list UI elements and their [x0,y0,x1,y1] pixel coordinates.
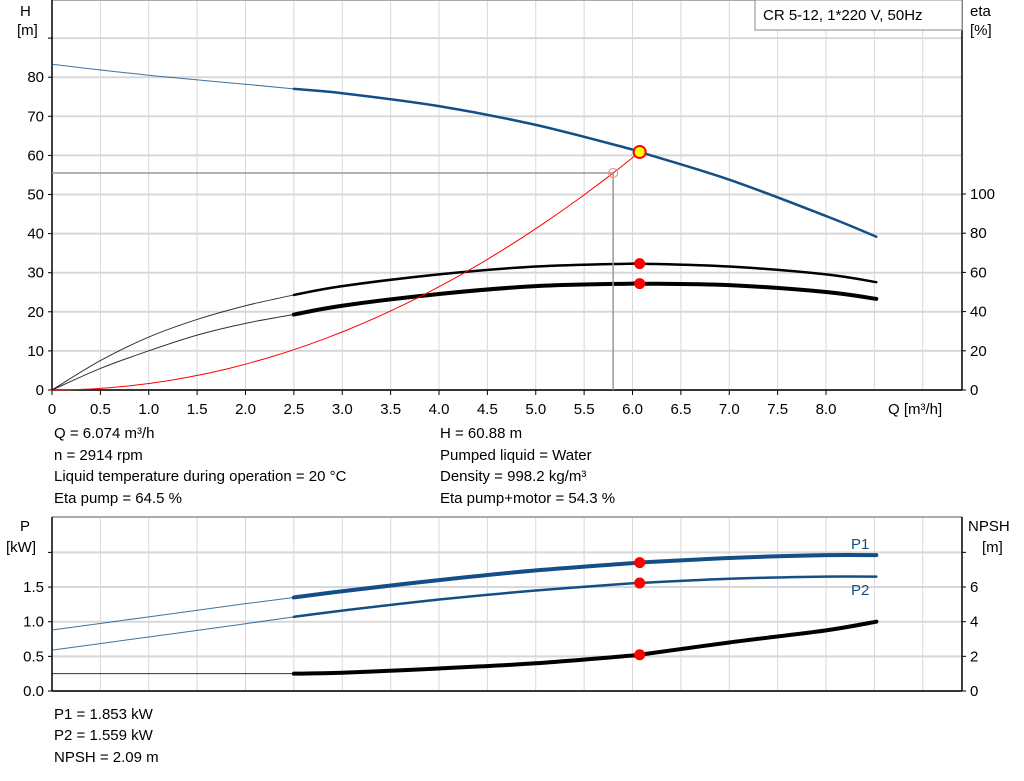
x-tick-label: 3.5 [380,401,401,418]
duty-point-p2-marker [634,577,646,589]
series-p0-thin-segment [51,596,294,631]
eta-axis-unit: [%] [970,22,992,39]
duty-point-markers [632,144,647,661]
bottom-grid: 0.0 0.5 1.0 1.5 0 2 4 6 [23,516,978,700]
x-tick-label: 0 [48,401,56,418]
y-tick-label-right: 40 [970,304,987,321]
y-tick-label-left: 30 [27,265,44,282]
y-tick-label-right: 60 [970,264,987,281]
duty-point-eta-total-marker [634,278,646,290]
x-tick-label: 2.0 [235,401,256,418]
x-tick-label: 7.5 [767,401,788,418]
x-tick-label: 5.5 [574,401,595,418]
p1-series-label: P1 [851,536,869,553]
series-p1-curve [292,575,878,619]
readout-h: H = 60.88 m [440,425,523,442]
y-tick-label-right: 6 [970,579,978,596]
duty-point-eta-pump-marker [634,258,646,270]
q-axis-label: Q [m³/h] [888,401,942,418]
p2-series-label: P2 [851,582,869,599]
x-tick-label: 0.5 [90,401,111,418]
y-tick-label-right: 100 [970,186,995,203]
h-axis-unit: [m] [17,22,38,39]
series-h0-curve [292,87,878,238]
duty-point-h-marker [632,144,647,159]
x-tick-label: 6.0 [622,401,643,418]
series-h1-curve [292,261,878,297]
p-axis-unit: [kW] [6,539,36,556]
x-tick-label: 4.0 [429,401,450,418]
y-tick-label-left: 0.5 [23,648,44,665]
npsh-axis-label: NPSH [968,518,1010,535]
y-tick-label-left: 50 [27,187,44,204]
y-tick-label-left: 80 [27,69,44,86]
y-tick-label-right: 0 [970,382,978,399]
curves [51,63,879,676]
y-tick-label-left: 70 [27,108,44,125]
series-p1-thin-segment [51,616,294,651]
system-curve [51,151,640,391]
readout-npsh: NPSH = 2.09 m [54,749,159,766]
readout-liquid: Pumped liquid = Water [440,447,592,464]
series-p0-curve [291,552,879,600]
duty-point-p1-marker [634,557,646,569]
readout-q: Q = 6.074 m³/h [54,425,155,442]
p-axis-label: P [20,518,30,535]
x-tick-label: 5.0 [525,401,546,418]
y-tick-label-left: 1.5 [23,579,44,596]
y-tick-label-left: 40 [27,226,44,243]
npsh-axis-unit: [m] [982,539,1003,556]
y-tick-label-right: 0 [970,683,978,700]
x-tick-label: 8.0 [816,401,837,418]
series-h2-thin-segment [51,314,294,391]
y-tick-label-left: 20 [27,304,44,321]
readout-temp: Liquid temperature during operation = 20… [54,468,347,485]
x-tick-label: 4.5 [477,401,498,418]
x-tick-label: 1.5 [187,401,208,418]
series-h1-thin-segment [51,294,294,391]
top-grid: 0 10 20 30 40 50 60 70 80 0 20 40 60 80 100 0 0.5 1.0 1.5 2… [27,0,995,418]
chart-title: CR 5-12, 1*220 V, 50Hz [763,7,923,24]
x-tick-label: 2.5 [283,401,304,418]
y-tick-label-left: 0 [36,382,44,399]
h-axis-label: H [20,3,31,20]
y-tick-label-right: 4 [970,614,978,631]
readout-n: n = 2914 rpm [54,447,143,464]
readout-p2: P2 = 1.559 kW [54,727,153,744]
y-tick-label-left: 10 [27,343,44,360]
legend-box [754,0,963,31]
series-h0-thin-segment [51,63,294,90]
x-tick-label: 7.0 [719,401,740,418]
y-tick-label-right: 20 [970,343,987,360]
y-tick-label-right: 80 [970,225,987,242]
readout-p1: P1 = 1.853 kW [54,706,153,723]
y-tick-label-left: 0.0 [23,683,44,700]
x-tick-label: 1.0 [138,401,159,418]
eta-axis-label: eta [970,3,992,20]
series-h2-curve [291,281,879,317]
y-tick-label-right: 2 [970,648,978,665]
readout-eta-total: Eta pump+motor = 54.3 % [440,490,616,507]
series-p2-curve [291,619,879,676]
duty-point-npsh-marker [634,649,646,661]
readout-eta-pump: Eta pump = 64.5 % [54,490,182,507]
readout-density: Density = 998.2 kg/m³ [440,468,587,485]
system-point-marker [608,167,619,178]
x-tick-label: 3.0 [332,401,353,418]
y-tick-label-left: 1.0 [23,614,44,631]
x-tick-label: 6.5 [670,401,691,418]
y-tick-label-left: 60 [27,147,44,164]
